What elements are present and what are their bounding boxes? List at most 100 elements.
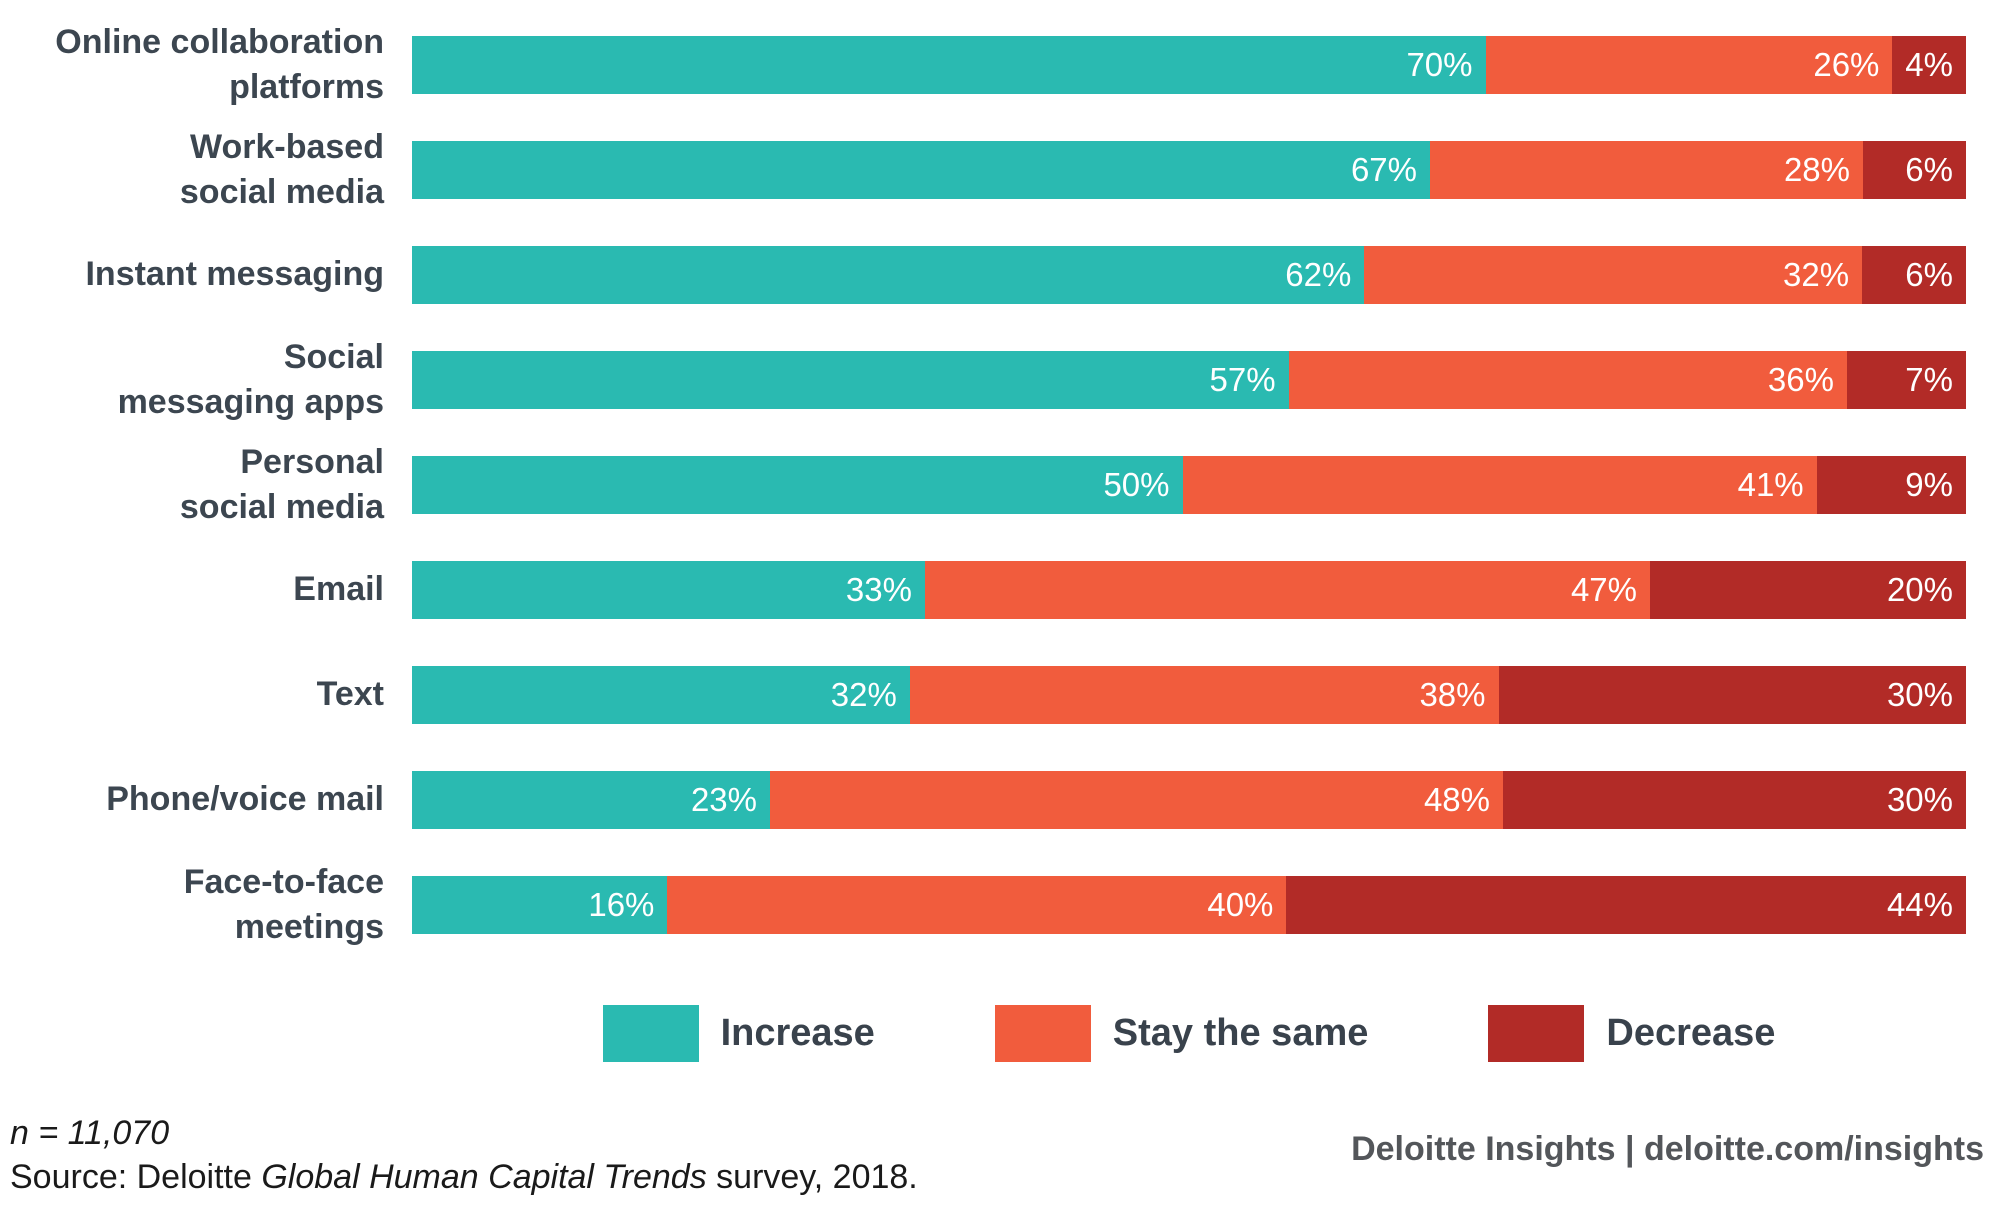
stacked-bar: 32% 38% 30% xyxy=(412,665,1966,724)
bar-row: Personal social media 50% 41% 9% xyxy=(0,432,2000,537)
segment-decrease: 30% xyxy=(1503,770,1966,829)
source-note: Source: Deloitte Global Human Capital Tr… xyxy=(10,1156,918,1200)
source-prefix: Source: Deloitte xyxy=(10,1157,262,1196)
segment-decrease: 6% xyxy=(1862,245,1966,304)
segment-increase: 16% xyxy=(412,875,668,934)
branding: Deloitte Insights | deloitte.com/insight… xyxy=(1351,1130,1984,1169)
segment-decrease: 44% xyxy=(1286,875,1966,934)
segment-value-label: 36% xyxy=(1767,360,1834,398)
stacked-bar: 50% 41% 9% xyxy=(412,455,1966,514)
category-label: Text xyxy=(316,675,384,714)
segment-value-label: 41% xyxy=(1737,465,1804,503)
segment-value-label: 26% xyxy=(1813,45,1880,83)
segment-value-label: 6% xyxy=(1905,255,1953,293)
category-label: Face-to-face meetings xyxy=(183,863,384,946)
stacked-bar: 57% 36% 7% xyxy=(412,350,1966,409)
category-label: Online collaboration platforms xyxy=(55,23,384,106)
segment-value-label: 7% xyxy=(1905,360,1953,398)
segment-stay-the-same: 48% xyxy=(770,770,1503,829)
category-label: Social messaging apps xyxy=(117,338,384,421)
bar-row: Email 33% 47% 20% xyxy=(0,537,2000,642)
stacked-bar: 67% 28% 6% xyxy=(412,140,1966,199)
bar-rows: Online collaboration platforms 70% 26% 4% Wo… xyxy=(0,12,2000,957)
segment-value-label: 4% xyxy=(1905,45,1953,83)
segment-value-label: 9% xyxy=(1905,465,1953,503)
bar-row: Text 32% 38% 30% xyxy=(0,642,2000,747)
segment-value-label: 6% xyxy=(1905,150,1953,188)
legend-item-increase: Increase xyxy=(602,1005,875,1062)
category-label: Work-based social media xyxy=(179,128,384,211)
footer: n = 11,070 Source: Deloitte Global Human… xyxy=(0,1112,2000,1199)
segment-stay-the-same: 36% xyxy=(1288,350,1847,409)
segment-value-label: 44% xyxy=(1886,885,1953,923)
segment-value-label: 33% xyxy=(845,570,912,608)
segment-value-label: 67% xyxy=(1350,150,1417,188)
segment-increase: 57% xyxy=(412,350,1289,409)
segment-decrease: 9% xyxy=(1816,455,1966,514)
legend-label: Decrease xyxy=(1606,1012,1776,1054)
source-suffix: survey, 2018. xyxy=(706,1157,918,1196)
segment-stay-the-same: 47% xyxy=(924,560,1650,619)
legend-item-stay-the-same: Stay the same xyxy=(994,1005,1369,1062)
segment-value-label: 50% xyxy=(1103,465,1170,503)
bar-row: Face-to-face meetings 16% 40% 44% xyxy=(0,852,2000,957)
segment-value-label: 48% xyxy=(1423,780,1490,818)
segment-increase: 67% xyxy=(412,140,1430,199)
segment-decrease: 20% xyxy=(1650,560,1966,619)
segment-value-label: 28% xyxy=(1783,150,1850,188)
stacked-bar: 33% 47% 20% xyxy=(412,560,1966,619)
stacked-bar: 62% 32% 6% xyxy=(412,245,1966,304)
segment-increase: 62% xyxy=(412,245,1365,304)
segment-value-label: 57% xyxy=(1209,360,1276,398)
category-label: Email xyxy=(293,570,384,609)
segment-value-label: 62% xyxy=(1285,255,1352,293)
category-label: Personal social media xyxy=(179,443,384,526)
segment-value-label: 70% xyxy=(1406,45,1473,83)
segment-value-label: 32% xyxy=(1783,255,1850,293)
category-label: Instant messaging xyxy=(85,255,384,294)
segment-value-label: 47% xyxy=(1570,570,1637,608)
bar-row: Social messaging apps 57% 36% 7% xyxy=(0,327,2000,432)
stacked-bar: 70% 26% 4% xyxy=(412,35,1966,94)
segment-value-label: 23% xyxy=(690,780,757,818)
footer-notes: n = 11,070 Source: Deloitte Global Human… xyxy=(10,1112,918,1199)
segment-decrease: 6% xyxy=(1863,140,1966,199)
segment-stay-the-same: 26% xyxy=(1485,35,1893,94)
legend-swatch-increase xyxy=(602,1005,699,1062)
segment-decrease: 4% xyxy=(1892,35,1966,94)
segment-increase: 32% xyxy=(412,665,910,724)
segment-value-label: 32% xyxy=(830,675,897,713)
segment-increase: 23% xyxy=(412,770,770,829)
segment-stay-the-same: 32% xyxy=(1364,245,1863,304)
legend-label: Increase xyxy=(720,1012,875,1054)
segment-value-label: 38% xyxy=(1419,675,1486,713)
legend-item-decrease: Decrease xyxy=(1488,1005,1775,1062)
segment-increase: 50% xyxy=(412,455,1183,514)
legend: Increase Stay the same Decrease xyxy=(412,1005,1966,1062)
category-label: Phone/voice mail xyxy=(106,780,384,819)
source-title: Global Human Capital Trends xyxy=(261,1157,707,1196)
stacked-bar: 16% 40% 44% xyxy=(412,875,1966,934)
segment-increase: 33% xyxy=(412,560,925,619)
bar-row: Phone/voice mail 23% 48% 30% xyxy=(0,747,2000,852)
segment-value-label: 30% xyxy=(1886,675,1953,713)
segment-stay-the-same: 28% xyxy=(1430,140,1863,199)
legend-swatch-stay-the-same xyxy=(994,1005,1091,1062)
legend-label: Stay the same xyxy=(1112,1012,1369,1054)
segment-decrease: 30% xyxy=(1498,665,1966,724)
segment-decrease: 7% xyxy=(1846,350,1966,409)
segment-stay-the-same: 41% xyxy=(1182,455,1817,514)
segment-value-label: 30% xyxy=(1886,780,1953,818)
segment-stay-the-same: 40% xyxy=(667,875,1287,934)
bar-row: Online collaboration platforms 70% 26% 4% xyxy=(0,12,2000,117)
segment-value-label: 20% xyxy=(1886,570,1953,608)
legend-swatch-decrease xyxy=(1488,1005,1585,1062)
segment-value-label: 16% xyxy=(588,885,655,923)
stacked-bar: 23% 48% 30% xyxy=(412,770,1966,829)
segment-increase: 70% xyxy=(412,35,1486,94)
segment-value-label: 40% xyxy=(1207,885,1274,923)
bar-row: Instant messaging 62% 32% 6% xyxy=(0,222,2000,327)
bar-row: Work-based social media 67% 28% 6% xyxy=(0,117,2000,222)
segment-stay-the-same: 38% xyxy=(909,665,1499,724)
